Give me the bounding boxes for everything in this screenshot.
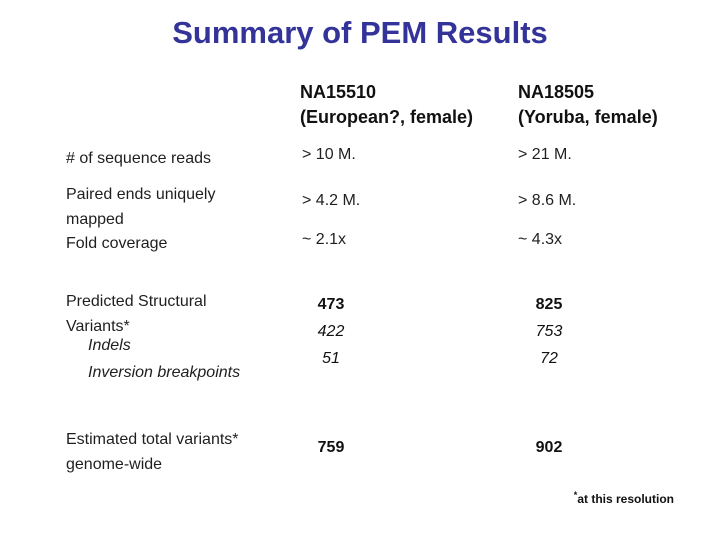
column-header-na15510: NA15510 (European?, female) [300, 80, 473, 130]
footnote-text: at this resolution [577, 492, 674, 506]
value-indels-na18505: 753 [535, 323, 563, 340]
value-inversion-breakpoints-na15510: 51 [322, 350, 340, 367]
row-label-paired-ends-line1: Paired ends uniquely [66, 186, 216, 203]
row-label-estimated-total: Estimated total variants* genome-wide [66, 427, 239, 477]
value-paired-ends-na15510: > 4.2 M. [302, 192, 361, 209]
footnote-asterisk: * [573, 490, 578, 500]
row-label-predicted-sv-line1: Predicted Structural [66, 293, 207, 310]
row-label-sequence-reads: # of sequence reads [66, 150, 211, 167]
value-sequence-reads-na18505: > 21 M. [518, 146, 572, 163]
column-header-na15510-desc: (European?, female) [300, 107, 474, 127]
column-header-na18505: NA18505 (Yoruba, female) [518, 80, 658, 130]
row-label-estimated-total-line2: genome-wide [66, 456, 163, 473]
value-estimated-total-na18505: 902 [535, 439, 563, 456]
column-header-na15510-id: NA15510 [300, 82, 377, 102]
column-header-na18505-desc: (Yoruba, female) [518, 107, 658, 127]
footnote: *at this resolution [574, 490, 674, 506]
value-fold-coverage-na15510: ~ 2.1x [302, 231, 347, 248]
row-label-estimated-total-line1: Estimated total variants* [66, 431, 239, 448]
row-label-predicted-sv-line2: Variants* [66, 318, 130, 335]
value-predicted-sv-na18505: 825 [535, 296, 563, 313]
value-predicted-sv-na15510: 473 [317, 296, 345, 313]
row-label-inversion-breakpoints: Inversion breakpoints [88, 364, 241, 381]
value-indels-na15510: 422 [317, 323, 345, 340]
value-inversion-breakpoints-na18505: 72 [540, 350, 558, 367]
row-label-indels: Indels [88, 337, 131, 354]
slide-title: Summary of PEM Results [172, 15, 548, 50]
value-sequence-reads-na15510: > 10 M. [302, 146, 356, 163]
value-fold-coverage-na18505: ~ 4.3x [518, 231, 563, 248]
row-label-fold-coverage: Fold coverage [66, 235, 168, 252]
row-label-paired-ends: Paired ends uniquely mapped [66, 182, 215, 232]
column-header-na18505-id: NA18505 [518, 82, 595, 102]
row-label-predicted-sv: Predicted Structural Variants* [66, 289, 207, 339]
value-estimated-total-na15510: 759 [317, 439, 345, 456]
value-paired-ends-na18505: > 8.6 M. [518, 192, 577, 209]
row-label-paired-ends-line2: mapped [66, 211, 124, 228]
